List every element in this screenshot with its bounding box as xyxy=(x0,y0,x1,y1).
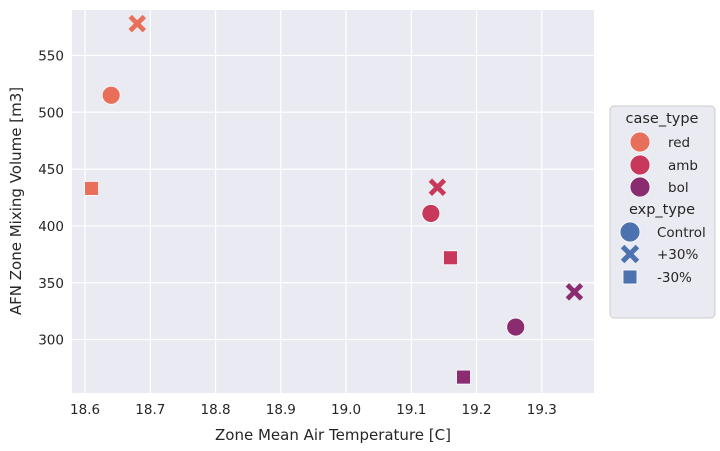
y-tick-label: 550 xyxy=(38,48,64,64)
y-tick-label: 350 xyxy=(38,276,64,292)
legend-marker-red xyxy=(629,131,651,153)
y-tick-labels: 300 350 400 450 500 550 xyxy=(38,48,64,348)
data-point-bol-square xyxy=(456,369,471,385)
x-axis-label: Zone Mean Air Temperature [C] xyxy=(215,426,451,444)
x-tick-label: 19.3 xyxy=(527,402,557,418)
x-tick-label: 18.6 xyxy=(70,402,100,418)
data-point-amb-x xyxy=(428,178,447,197)
x-tick-labels: 18.6 18.7 18.8 18.9 19.0 19.1 19.2 19.3 xyxy=(70,402,557,418)
y-tick-label: 500 xyxy=(38,105,64,121)
data-point-amb-square xyxy=(443,250,458,266)
legend: case_type exp_type red amb bol Control +30% -… xyxy=(609,105,716,319)
legend-label-circle: Control xyxy=(657,225,706,241)
data-point-bol-circle xyxy=(506,317,526,337)
data-point-red-square xyxy=(84,181,99,196)
data-points xyxy=(84,14,584,385)
legend-marker-circle xyxy=(619,221,641,243)
legend-marker-x xyxy=(620,244,640,264)
data-point-amb-circle xyxy=(421,204,441,223)
x-tick-label: 18.9 xyxy=(266,402,296,418)
x-tick-label: 18.7 xyxy=(135,402,165,418)
legend-marker-amb xyxy=(629,154,651,176)
x-tick-label: 19.1 xyxy=(396,402,426,418)
legend-label-x: +30% xyxy=(657,247,698,263)
data-point-red-circle xyxy=(101,85,121,105)
legend-label-red: red xyxy=(668,135,690,151)
legend-label-bol: bol xyxy=(668,180,689,196)
y-tick-label: 450 xyxy=(38,162,64,178)
legend-label-amb: amb xyxy=(668,158,698,174)
x-tick-label: 19.0 xyxy=(331,402,361,418)
x-tick-label: 19.2 xyxy=(462,402,492,418)
y-tick-label: 300 xyxy=(38,333,64,349)
legend-items: red amb bol Control +30% -30% xyxy=(619,131,706,286)
legend-label-square: -30% xyxy=(657,270,692,286)
y-axis-label: AFN Zone Mixing Volume [m3] xyxy=(7,87,25,315)
legend-title-case-type: case_type xyxy=(626,111,699,127)
legend-marker-bol xyxy=(629,176,651,198)
x-tick-label: 18.8 xyxy=(201,402,231,418)
grid-lines xyxy=(72,10,594,393)
legend-title-exp-type: exp_type xyxy=(629,202,695,218)
data-point-bol-x xyxy=(565,283,584,301)
y-tick-label: 400 xyxy=(38,219,64,235)
legend-marker-square xyxy=(622,269,638,285)
data-point-red-x xyxy=(128,14,146,33)
